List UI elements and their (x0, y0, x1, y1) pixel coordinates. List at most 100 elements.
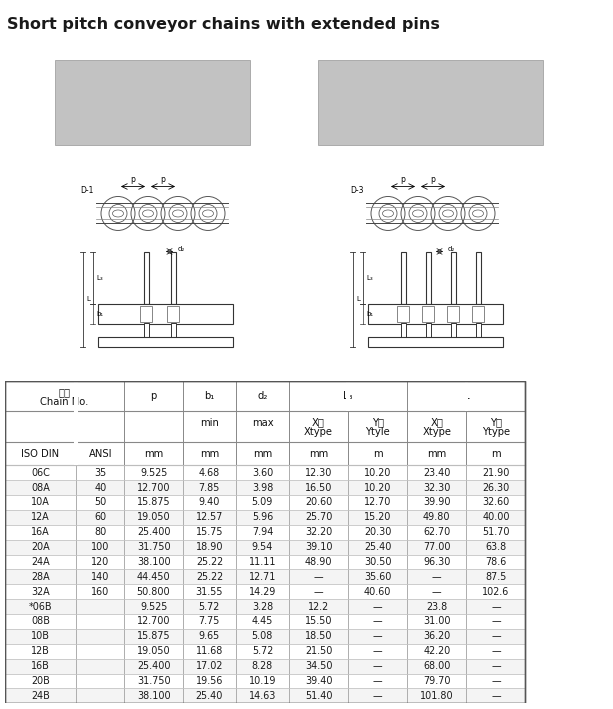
Text: 25.70: 25.70 (305, 513, 332, 523)
Text: X型: X型 (312, 417, 325, 427)
Text: 49.80: 49.80 (423, 513, 451, 523)
Bar (5, 480, 525, 495)
Text: 62.70: 62.70 (423, 527, 451, 537)
Text: L₃: L₃ (366, 275, 373, 281)
Text: 12B: 12B (31, 646, 50, 657)
Text: 14.63: 14.63 (249, 691, 276, 701)
Text: 78.6: 78.6 (485, 557, 506, 567)
Text: 17.02: 17.02 (196, 661, 223, 671)
Text: 15.20: 15.20 (364, 513, 391, 523)
Text: 32.60: 32.60 (482, 498, 509, 508)
Text: —: — (314, 587, 324, 597)
Text: —: — (491, 632, 501, 642)
Text: 9.525: 9.525 (140, 602, 167, 612)
Text: 5.08: 5.08 (252, 632, 273, 642)
Text: D-3: D-3 (350, 186, 364, 196)
Text: —: — (373, 632, 383, 642)
Text: 12.2: 12.2 (308, 602, 329, 612)
Bar (425, 252, 430, 304)
Text: 16.50: 16.50 (305, 483, 332, 493)
Text: —: — (491, 661, 501, 671)
Text: 21.90: 21.90 (482, 468, 509, 478)
Text: 3.28: 3.28 (252, 602, 273, 612)
Text: —: — (432, 572, 441, 582)
Text: 40.00: 40.00 (482, 513, 509, 523)
Text: 9.40: 9.40 (199, 498, 220, 508)
Bar (346, 381, 350, 411)
Text: 19.050: 19.050 (137, 646, 170, 657)
Text: —: — (491, 646, 501, 657)
Text: 12.700: 12.700 (137, 483, 170, 493)
Text: 19.050: 19.050 (137, 513, 170, 523)
Text: 12.71: 12.71 (249, 572, 276, 582)
Text: 28A: 28A (31, 572, 50, 582)
Text: 32A: 32A (31, 587, 50, 597)
Text: 15.50: 15.50 (305, 617, 332, 627)
Text: 23.40: 23.40 (423, 468, 451, 478)
Text: 9.54: 9.54 (252, 542, 273, 552)
Text: 31.750: 31.750 (137, 676, 170, 686)
Text: —: — (373, 602, 383, 612)
Text: 140: 140 (91, 572, 109, 582)
Text: 10.19: 10.19 (249, 676, 276, 686)
Text: 25.400: 25.400 (137, 661, 170, 671)
Bar (465, 381, 468, 411)
Text: 25.40: 25.40 (196, 691, 223, 701)
Text: 4.68: 4.68 (199, 468, 220, 478)
Text: 50: 50 (94, 498, 106, 508)
Text: 15.875: 15.875 (137, 632, 170, 642)
Text: 5.72: 5.72 (252, 646, 273, 657)
Text: 38.100: 38.100 (137, 557, 170, 567)
Text: 15.875: 15.875 (137, 498, 170, 508)
Text: 101.80: 101.80 (420, 691, 454, 701)
Text: *06B: *06B (29, 602, 52, 612)
Bar (5, 510, 525, 525)
Text: 35: 35 (94, 468, 106, 478)
Bar (5, 569, 525, 584)
Bar (98, 304, 233, 325)
Text: 38.100: 38.100 (137, 691, 170, 701)
Text: 19.56: 19.56 (196, 676, 223, 686)
Text: 9.65: 9.65 (199, 632, 220, 642)
Text: 5.96: 5.96 (252, 513, 273, 523)
Text: 32.30: 32.30 (423, 483, 451, 493)
Text: 5.72: 5.72 (199, 602, 220, 612)
Text: 40.60: 40.60 (364, 587, 391, 597)
Text: min: min (200, 418, 219, 428)
Text: —: — (314, 572, 324, 582)
Text: —: — (373, 646, 383, 657)
Text: —: — (373, 661, 383, 671)
Bar (476, 252, 481, 304)
Text: 9.525: 9.525 (140, 468, 167, 478)
Bar (451, 323, 455, 337)
Text: Y型: Y型 (371, 417, 384, 427)
Text: 60: 60 (94, 513, 106, 523)
Text: 08A: 08A (31, 483, 50, 493)
Text: 42.20: 42.20 (423, 646, 451, 657)
Text: 12A: 12A (31, 513, 50, 523)
Text: 18.50: 18.50 (305, 632, 332, 642)
Text: 79.70: 79.70 (423, 676, 451, 686)
Bar (5, 495, 525, 510)
Text: 16B: 16B (31, 661, 50, 671)
Text: —: — (491, 676, 501, 686)
Bar (170, 323, 175, 337)
Text: L: L (463, 391, 469, 401)
Text: 11.11: 11.11 (249, 557, 276, 567)
Text: Chain No.: Chain No. (40, 397, 89, 407)
Text: 31.750: 31.750 (137, 542, 170, 552)
Text: 51.40: 51.40 (305, 691, 332, 701)
Bar (422, 306, 434, 323)
Text: 39.40: 39.40 (305, 676, 332, 686)
Text: ISO DIN: ISO DIN (21, 449, 59, 459)
Text: 12.700: 12.700 (137, 617, 170, 627)
Bar (170, 252, 175, 304)
Text: b₁: b₁ (366, 311, 373, 318)
Text: Short pitch conveyor chains with extended pins: Short pitch conveyor chains with extende… (7, 18, 440, 33)
Text: 7.75: 7.75 (199, 617, 220, 627)
Text: 24A: 24A (31, 557, 50, 567)
Text: p: p (400, 174, 405, 184)
Text: Ytyle: Ytyle (365, 427, 390, 437)
Text: 3.60: 3.60 (252, 468, 273, 478)
Text: b₁: b₁ (96, 311, 103, 318)
